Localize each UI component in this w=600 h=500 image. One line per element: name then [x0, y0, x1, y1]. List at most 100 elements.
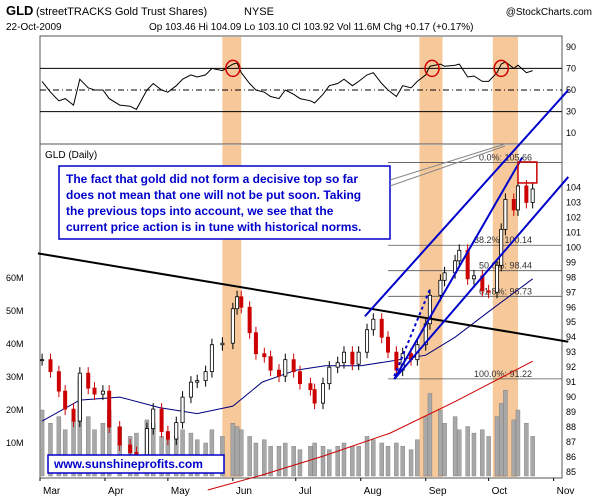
rsi-circle-group: [225, 59, 509, 78]
price-tick-95: 95: [566, 317, 576, 327]
volume-bar-44: [364, 436, 370, 477]
volume-bar-56: [452, 416, 458, 477]
candle-body: [321, 383, 326, 404]
chart-date: 22-Oct-2009: [6, 22, 62, 33]
volume-bar-26: [234, 426, 240, 477]
price-candle-27: [239, 290, 244, 314]
price-tick-101: 101: [566, 227, 581, 237]
volume-bar-36: [308, 446, 313, 477]
volume-bar-41: [341, 442, 347, 477]
price-candle-20: [188, 376, 193, 404]
volume-bar-31: [268, 446, 273, 477]
volume-bar-23: [209, 429, 215, 477]
price-candle-16: [159, 403, 164, 438]
price-candle-8: [92, 382, 97, 401]
price-tick-99: 99: [566, 257, 576, 267]
candle-body: [394, 351, 399, 371]
trendline-dotted: [393, 288, 431, 377]
fib-label-4: 61.8%: 96.73: [479, 286, 532, 296]
website-link[interactable]: www.sunshineprofits.com: [53, 457, 203, 471]
candle-body: [247, 306, 252, 334]
price-candle-23: [209, 338, 214, 378]
volume-tick-30: 30M: [6, 372, 24, 382]
rsi-circle-3: [493, 59, 509, 78]
candle-body: [312, 389, 317, 404]
volume-bar-61: [486, 436, 491, 477]
volume-bar-4: [62, 429, 68, 477]
candle-body: [165, 431, 170, 440]
watermark: @StockCharts.com: [506, 7, 592, 18]
website-badge: www.sunshineprofits.com: [47, 454, 225, 474]
candle-body: [230, 308, 235, 344]
price-tick-98: 98: [566, 272, 576, 282]
volume-bar-47: [385, 446, 391, 477]
candle-body: [308, 383, 313, 391]
month-label-nov: Nov: [557, 486, 575, 497]
candle-body: [100, 390, 105, 395]
volume-bar-50: [408, 449, 414, 477]
price-candle-24: [220, 337, 225, 351]
price-candle-43: [356, 346, 361, 371]
price-candle-55: [442, 266, 447, 287]
volume-bar-57: [457, 429, 462, 477]
price-candle-3: [56, 365, 61, 398]
candle-body: [268, 356, 273, 371]
volume-bar-8: [92, 429, 97, 477]
volume-bar-42: [350, 446, 355, 477]
volume-bar-60: [480, 429, 485, 477]
candle-body: [530, 188, 535, 203]
price-tick-96: 96: [566, 302, 576, 312]
rsi-line: [41, 61, 533, 111]
price-highlight-rect: [517, 161, 538, 184]
candle-body: [239, 296, 244, 308]
price-candle-19: [180, 391, 185, 429]
price-candle-37: [312, 383, 317, 410]
price-candle-57: [457, 244, 462, 267]
price-candle-10: [107, 385, 112, 434]
volume-bar-19: [180, 429, 185, 477]
annotation-line-4: current price action is in tune with his…: [66, 220, 361, 234]
price-tick-102: 102: [566, 212, 581, 222]
rsi-circle-1: [225, 59, 241, 78]
candle-body: [385, 336, 390, 353]
price-candle-34: [291, 353, 296, 378]
trendline-3: [393, 176, 570, 380]
volume-bar-54: [438, 409, 443, 477]
month-label-sep: Sep: [429, 486, 447, 497]
volume-bar-32: [276, 446, 282, 477]
annotation-box: [58, 165, 391, 240]
candle-body: [107, 390, 112, 428]
volume-tick-40: 40M: [6, 339, 24, 349]
volume-tick-60: 60M: [6, 273, 24, 283]
price-candle-21: [195, 374, 200, 389]
rsi-reference-lines: [40, 67, 562, 113]
price-candle-53: [427, 289, 432, 330]
candle-body: [356, 351, 361, 365]
volume-bar-3: [56, 416, 62, 477]
volume-bar-58: [465, 426, 470, 477]
candle-body: [524, 185, 529, 203]
price-candle-36: [308, 377, 313, 396]
candle-body: [291, 359, 296, 373]
volume-bar-27: [239, 429, 244, 477]
month-label-oct: Oct: [492, 486, 508, 497]
volume-bar-2: [48, 423, 53, 477]
price-candle-44: [365, 323, 370, 359]
candle-body: [77, 372, 82, 422]
annotation-callout: The fact that gold did not form a decisi…: [58, 143, 506, 240]
volume-bar-38: [320, 446, 326, 477]
candle-body: [438, 279, 443, 296]
price-candle-22: [203, 365, 208, 387]
candle-body: [253, 332, 258, 355]
price-candle-33: [283, 353, 288, 383]
price-highlight-box: [517, 161, 538, 184]
price-candle-41: [341, 346, 346, 369]
candle-body: [283, 359, 288, 377]
price-candle-38: [321, 377, 326, 410]
candle-body: [180, 396, 185, 423]
trendline-2: [364, 89, 570, 317]
price-candle-67: [524, 179, 529, 209]
rsi-panel: 10 30 50 70 90: [39, 35, 576, 145]
price-tick-103: 103: [566, 197, 581, 207]
